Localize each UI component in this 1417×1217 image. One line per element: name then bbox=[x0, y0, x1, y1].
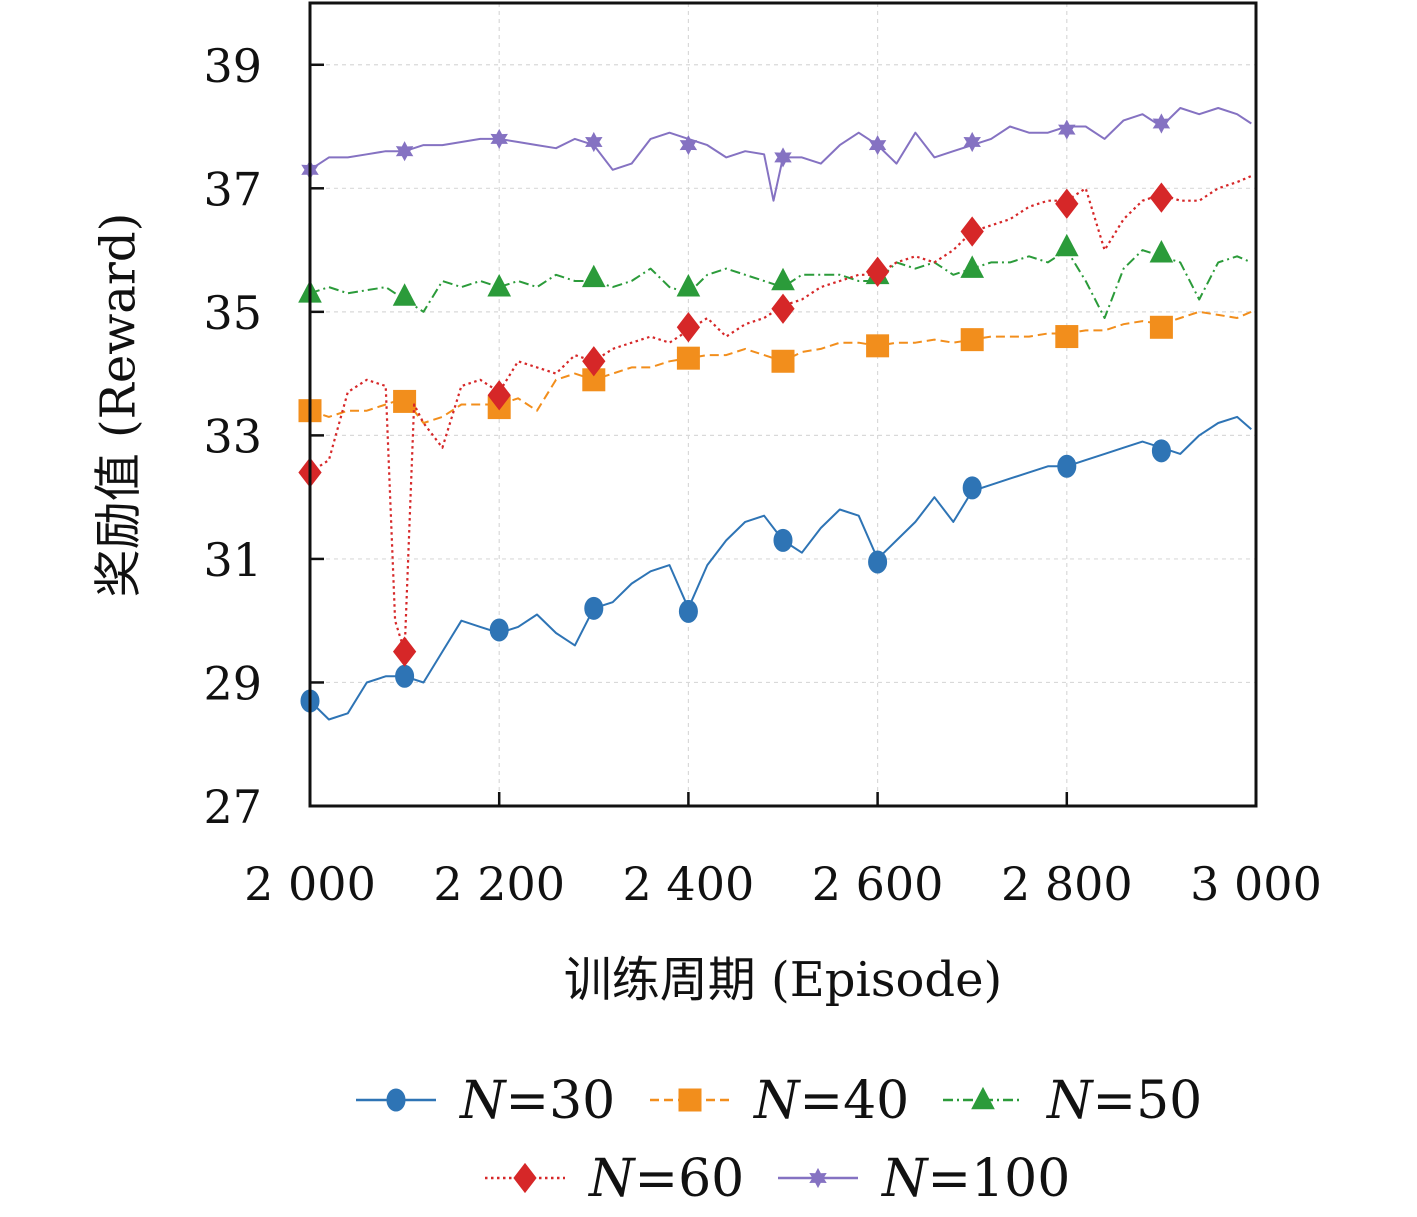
legend-label-variable: N bbox=[1045, 1071, 1094, 1131]
y-tick-label: 27 bbox=[203, 780, 262, 834]
data-point-marker bbox=[489, 618, 509, 642]
data-point-marker bbox=[773, 528, 793, 552]
data-point-marker bbox=[487, 273, 512, 297]
series-line bbox=[309, 174, 1252, 653]
legend-marker-swatch bbox=[809, 1167, 827, 1189]
plot-frame bbox=[308, 1, 1258, 808]
legend-item: N=100 bbox=[778, 1149, 1070, 1209]
data-point-marker bbox=[771, 349, 795, 373]
data-point-marker bbox=[866, 334, 890, 358]
data-point-marker bbox=[1149, 315, 1173, 339]
data-point-marker bbox=[395, 141, 414, 162]
axis-ticks: 27 29 31 33 35 37 39 2 000 2 200 2 400 2 600 2 800 3… bbox=[203, 39, 1321, 911]
y-tick-label: 37 bbox=[203, 162, 262, 216]
legend-item: N=40 bbox=[650, 1071, 909, 1131]
legend-label-value: =100 bbox=[928, 1149, 1071, 1209]
data-point-marker bbox=[963, 131, 981, 153]
data-point-marker bbox=[960, 216, 984, 247]
data-point-marker bbox=[585, 131, 603, 153]
data-point-marker bbox=[676, 273, 701, 297]
x-axis-label: 训练周期 (Episode) bbox=[564, 952, 1003, 1008]
data-point-marker bbox=[960, 255, 985, 278]
series-line bbox=[309, 415, 1252, 721]
data-point-marker bbox=[868, 135, 887, 156]
series-line bbox=[309, 107, 1252, 202]
legend-label: N=50 bbox=[1045, 1071, 1202, 1131]
legend-label: N=40 bbox=[752, 1071, 909, 1131]
y-tick-label: 31 bbox=[203, 533, 262, 587]
legend-label-variable: N bbox=[880, 1149, 929, 1209]
legend-item: N=50 bbox=[943, 1071, 1202, 1131]
legend-item: N=30 bbox=[356, 1071, 615, 1131]
data-point-marker bbox=[774, 147, 792, 168]
legend-marker-swatch bbox=[513, 1162, 537, 1194]
data-point-marker bbox=[584, 596, 604, 620]
data-point-marker bbox=[962, 476, 982, 500]
data-point-marker bbox=[1055, 188, 1079, 219]
data-point-marker bbox=[1149, 182, 1174, 213]
y-tick-label: 39 bbox=[203, 39, 262, 93]
y-tick-label: 29 bbox=[203, 656, 262, 710]
x-tick-label: 2 200 bbox=[433, 857, 565, 911]
data-point-marker bbox=[868, 550, 888, 574]
data-point-marker bbox=[393, 389, 417, 413]
data-point-marker bbox=[960, 328, 984, 352]
data-point-marker bbox=[582, 346, 606, 377]
data-point-marker bbox=[395, 664, 415, 688]
data-point-marker bbox=[1054, 233, 1079, 257]
data-point-marker bbox=[1149, 239, 1174, 263]
legend-label-value: =40 bbox=[800, 1071, 910, 1131]
y-tick-label: 35 bbox=[203, 286, 262, 340]
data-point-marker bbox=[771, 293, 795, 324]
legend-marker-swatch bbox=[678, 1088, 702, 1112]
y-axis-label: 奖励值 (Reward) bbox=[91, 213, 147, 598]
x-tick-label: 3 000 bbox=[1190, 857, 1322, 911]
data-point-marker bbox=[676, 346, 700, 370]
y-tick-label: 33 bbox=[203, 409, 262, 463]
series-layer bbox=[298, 107, 1252, 721]
grid-lines bbox=[309, 3, 1257, 807]
legend-label-variable: N bbox=[458, 1071, 507, 1131]
legend-marker-swatch bbox=[971, 1086, 995, 1110]
x-tick-label: 2 000 bbox=[244, 857, 376, 911]
data-point-marker bbox=[679, 135, 698, 156]
legend-label-value: =50 bbox=[1093, 1071, 1203, 1131]
data-point-marker bbox=[1055, 325, 1079, 349]
legend-label-value: =60 bbox=[635, 1149, 745, 1209]
data-point-marker bbox=[581, 264, 606, 288]
data-point-marker bbox=[676, 312, 701, 343]
data-point-marker bbox=[678, 599, 698, 623]
data-point-marker bbox=[1057, 454, 1077, 478]
data-point-marker bbox=[1058, 119, 1076, 140]
series-N=60 bbox=[298, 174, 1252, 667]
x-tick-label: 2 400 bbox=[623, 857, 755, 911]
data-point-marker bbox=[1152, 113, 1171, 134]
data-point-marker bbox=[865, 256, 890, 287]
series-N=100 bbox=[301, 107, 1252, 202]
x-tick-label: 2 600 bbox=[812, 857, 944, 911]
data-point-marker bbox=[1151, 439, 1171, 463]
legend-marker-swatch bbox=[386, 1088, 406, 1112]
data-point-marker bbox=[771, 267, 795, 291]
legend-item: N=60 bbox=[485, 1149, 744, 1209]
data-point-marker bbox=[392, 283, 417, 306]
legend-label: N=60 bbox=[587, 1149, 744, 1209]
data-point-marker bbox=[490, 128, 508, 149]
legend-label-variable: N bbox=[752, 1071, 801, 1131]
data-point-marker bbox=[392, 636, 417, 667]
legend: N=30 N=40 N=50N=60 N=100 bbox=[356, 1071, 1202, 1209]
series-N=40 bbox=[298, 310, 1252, 424]
x-tick-label: 2 800 bbox=[1001, 857, 1133, 911]
legend-label-variable: N bbox=[587, 1149, 636, 1209]
data-point-marker bbox=[487, 380, 511, 411]
legend-label: N=100 bbox=[880, 1149, 1070, 1209]
series-N=30 bbox=[300, 415, 1252, 721]
legend-label-value: =30 bbox=[506, 1071, 616, 1131]
legend-label: N=30 bbox=[458, 1071, 615, 1131]
